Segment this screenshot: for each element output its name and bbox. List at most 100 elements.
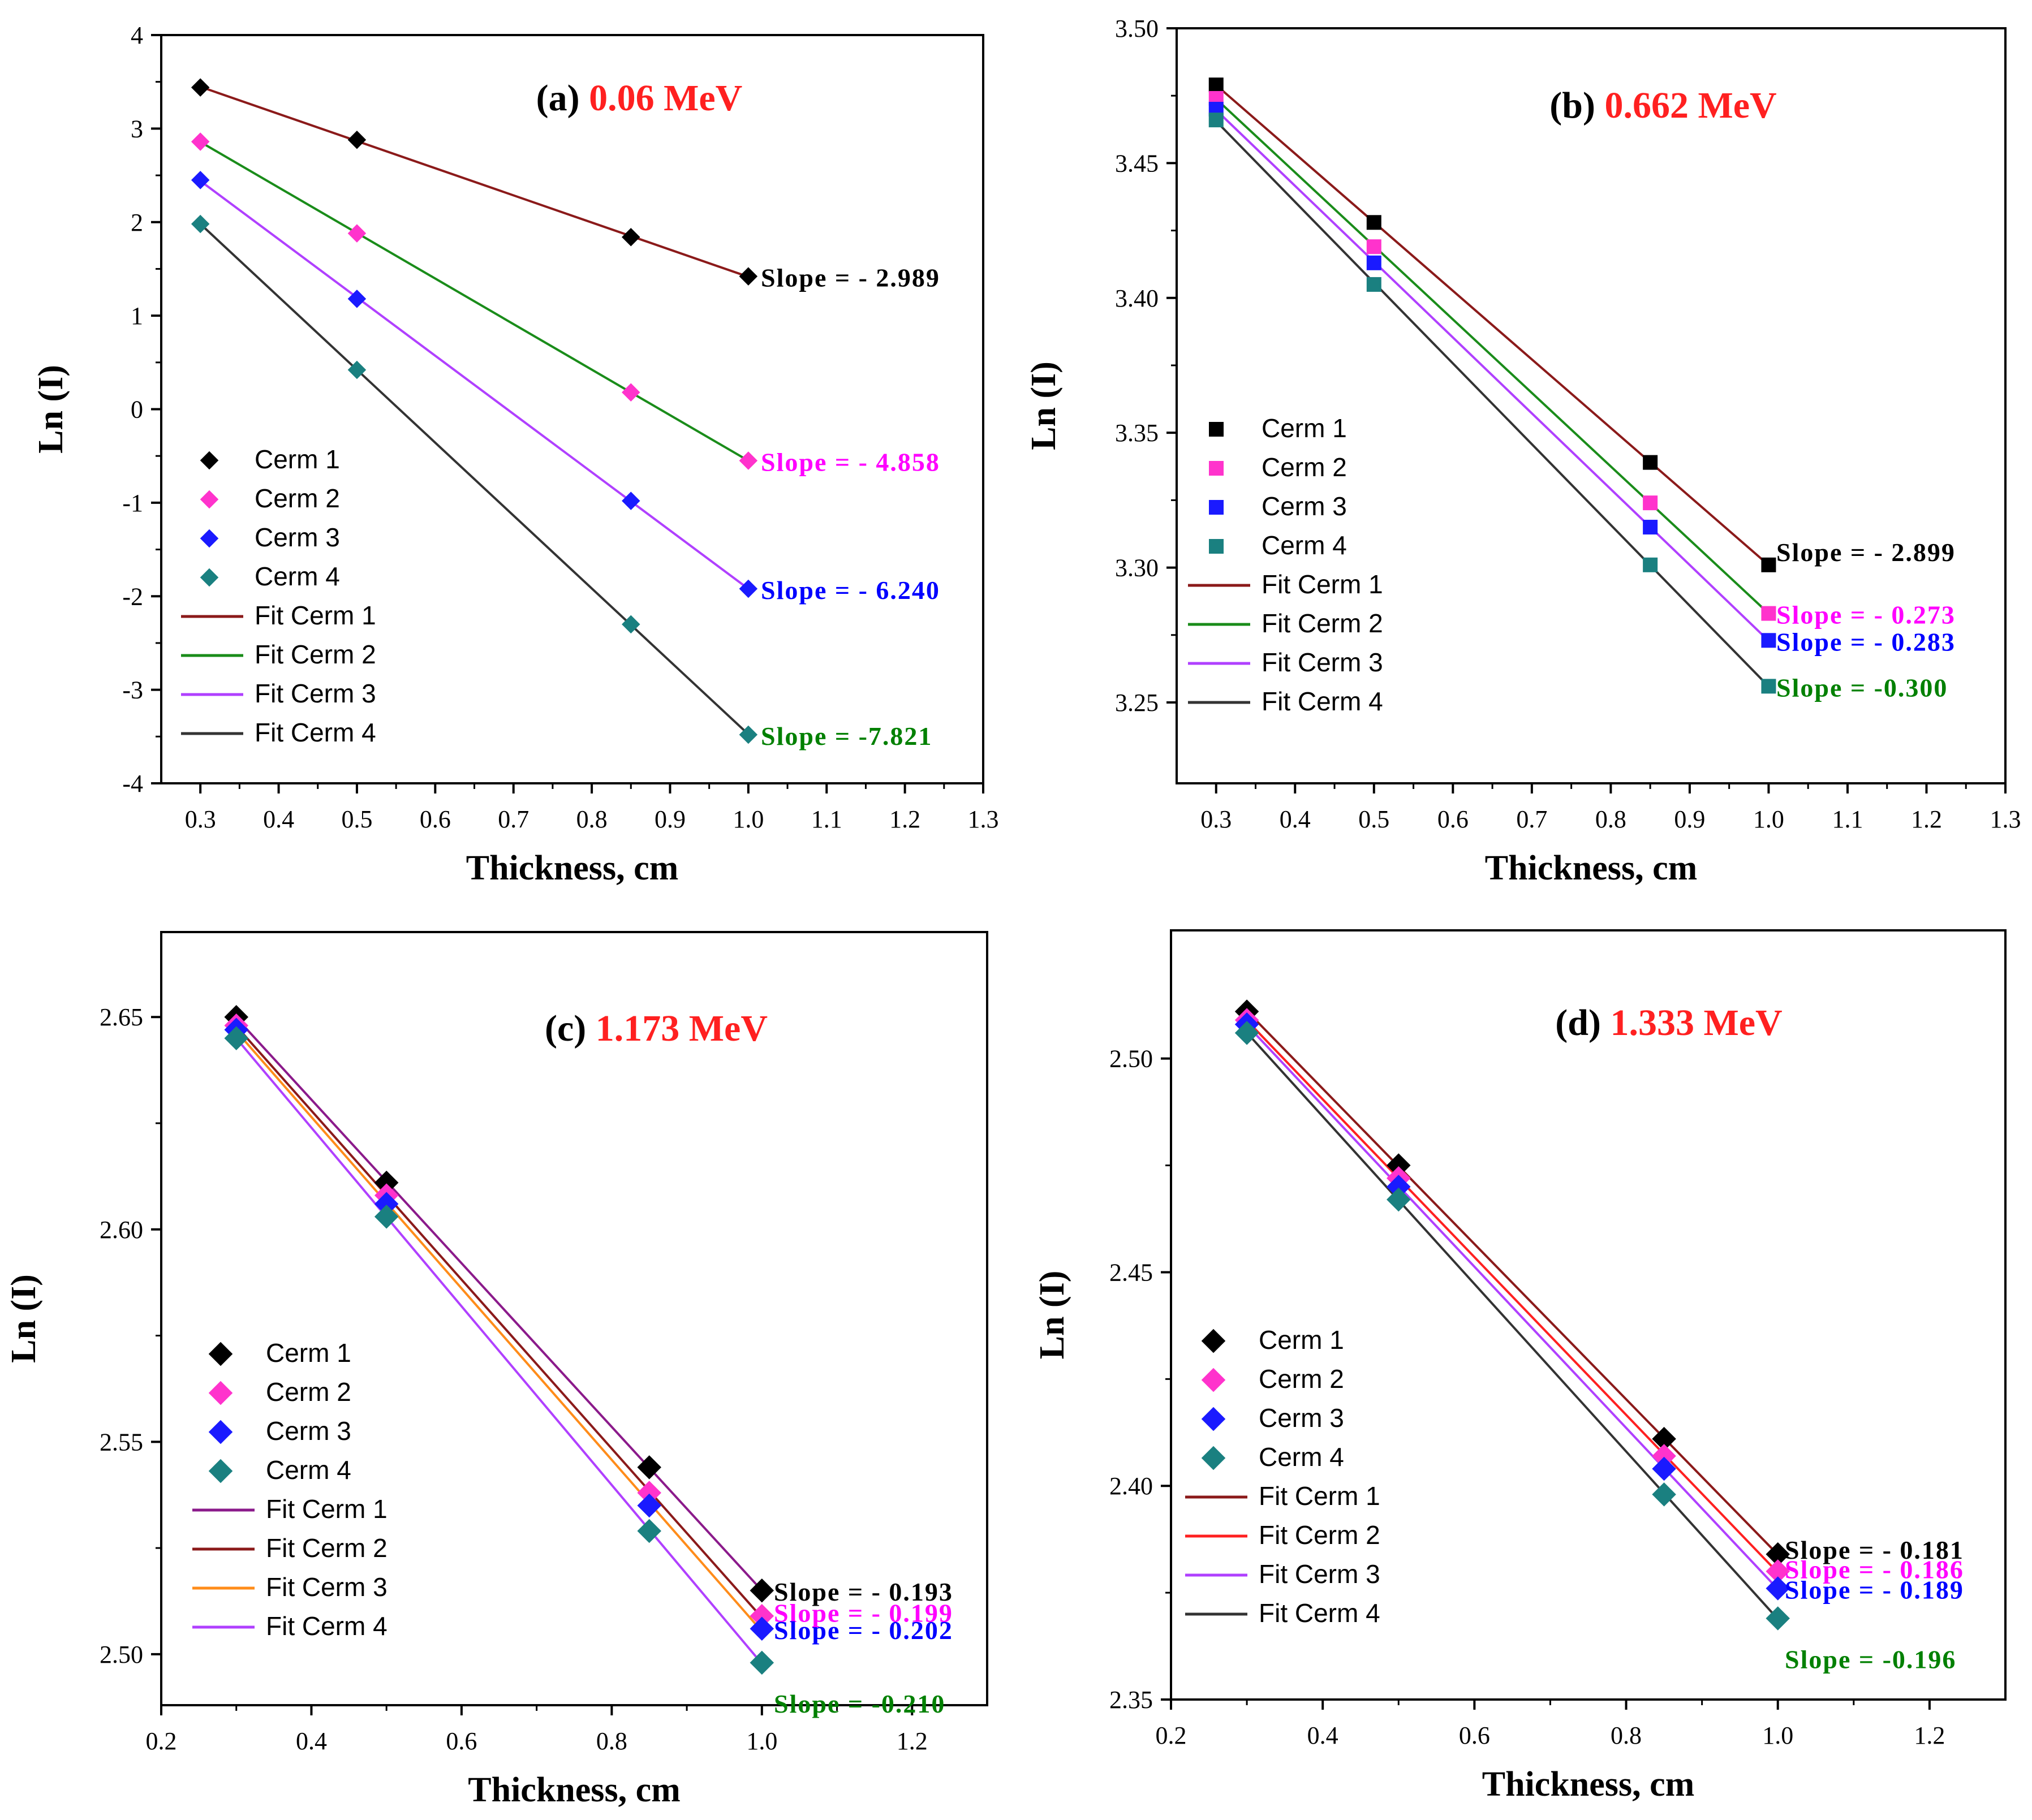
data-point-cerm-2 (1652, 1444, 1676, 1468)
x-tick-label: 0.3 (1200, 805, 1232, 833)
x-tick-label: 1.2 (897, 1727, 928, 1755)
data-point-cerm-2 (622, 383, 640, 402)
legend-label-fit-cerm-4: Fit Cerm 4 (1262, 687, 1383, 716)
fit-line-cerm-3 (235, 1030, 763, 1632)
y-axis-label: Ln (I) (1033, 1271, 1071, 1360)
panel-title: (c) 1.173 MeV (545, 1008, 768, 1049)
legend-label-fit-cerm-3: Fit Cerm 3 (1259, 1559, 1380, 1589)
x-tick-label: 0.9 (655, 805, 686, 833)
data-point-cerm-1 (1387, 1153, 1411, 1178)
x-tick-label: 1.2 (889, 805, 920, 833)
data-point-cerm-3 (622, 491, 640, 510)
legend-marker-cerm-4 (1201, 1446, 1226, 1470)
panel-title-prefix: (a) (536, 77, 589, 119)
fit-line-cerm-1 (1215, 84, 1770, 566)
slope-label-cerm-2: Slope = - 0.186 (1785, 1555, 1964, 1584)
y-axis-label: Ln (I) (5, 1274, 43, 1363)
data-point-cerm-2 (1766, 1559, 1790, 1584)
legend-label-cerm-1: Cerm 1 (255, 445, 340, 474)
x-tick-label: 1.0 (1762, 1722, 1793, 1749)
legend-label-cerm-2: Cerm 2 (1262, 452, 1347, 482)
slope-label-cerm-4: Slope = -0.196 (1785, 1645, 1956, 1674)
legend-marker-cerm-2 (200, 490, 219, 509)
legend-marker-cerm-3 (208, 1420, 233, 1444)
legend-label-cerm-4: Cerm 4 (266, 1455, 351, 1485)
data-point-cerm-4 (191, 214, 210, 234)
x-tick-label: 0.4 (263, 805, 294, 833)
data-point-cerm-2 (637, 1481, 661, 1505)
data-point-cerm-3 (1366, 255, 1381, 270)
x-tick-label: 0.4 (1307, 1722, 1338, 1749)
slope-label-cerm-2: Slope = - 0.199 (774, 1598, 953, 1627)
x-tick-label: 1.3 (968, 805, 999, 833)
legend-label-cerm-4: Cerm 4 (1262, 531, 1347, 560)
data-point-cerm-3 (191, 171, 210, 189)
fit-line-cerm-4 (199, 223, 750, 735)
y-tick-label: 2 (131, 209, 143, 236)
data-point-cerm-4 (1761, 679, 1776, 694)
data-point-cerm-4 (1387, 1187, 1411, 1212)
x-tick-label: 1.3 (1990, 805, 2021, 833)
fit-line-cerm-4 (1215, 120, 1770, 688)
y-tick-label: -1 (122, 489, 143, 517)
fit-line-cerm-4 (1246, 1032, 1779, 1620)
fit-line-cerm-2 (1215, 98, 1770, 615)
data-point-cerm-4 (1766, 1606, 1790, 1631)
data-point-cerm-1 (739, 267, 758, 286)
legend-marker-cerm-3 (200, 529, 219, 548)
panel-title-prefix: (d) (1555, 1002, 1610, 1043)
legend-marker-cerm-2 (1209, 461, 1224, 476)
fit-line-cerm-3 (1215, 109, 1770, 642)
data-point-cerm-4 (739, 725, 758, 744)
y-tick-label: 3.30 (1115, 554, 1159, 582)
data-point-cerm-1 (622, 227, 640, 247)
legend-marker-cerm-4 (200, 568, 219, 587)
legend-label-cerm-1: Cerm 1 (1262, 413, 1347, 443)
x-tick-label: 1.1 (1832, 805, 1863, 833)
fit-line-cerm-2 (1246, 1019, 1779, 1574)
data-point-cerm-3 (1766, 1576, 1790, 1601)
y-tick-label: 2.55 (100, 1428, 143, 1456)
data-point-cerm-1 (1652, 1426, 1676, 1451)
x-tick-label: 0.8 (596, 1727, 627, 1755)
data-point-cerm-3 (374, 1192, 399, 1216)
x-tick-label: 0.8 (576, 805, 608, 833)
data-point-cerm-3 (1387, 1175, 1411, 1199)
x-tick-label: 0.5 (1358, 805, 1389, 833)
slope-label-cerm-4: Slope = -0.210 (774, 1689, 945, 1718)
legend: Cerm 1 Cerm 2 Cerm 3 Cerm 4 Fit Cerm 1 Fit Ce… (181, 445, 376, 747)
legend-label-fit-cerm-1: Fit Cerm 1 (266, 1494, 388, 1524)
x-tick-label: 0.7 (498, 805, 529, 833)
data-point-cerm-1 (1366, 215, 1381, 230)
y-tick-label: 2.35 (1109, 1686, 1153, 1714)
x-tick-label: 0.8 (1611, 1722, 1642, 1749)
slope-label-cerm-4: Slope = -0.300 (1776, 673, 1948, 702)
panel-title: (a) 0.06 MeV (536, 77, 743, 119)
x-tick-label: 0.6 (446, 1727, 477, 1755)
data-point-cerm-2 (347, 224, 367, 243)
data-point-cerm-1 (191, 78, 210, 97)
legend-label-cerm-3: Cerm 3 (266, 1416, 351, 1446)
x-tick-label: 0.9 (1674, 805, 1705, 833)
data-point-cerm-4 (1643, 557, 1658, 572)
x-tick-label: 0.2 (1156, 1722, 1187, 1749)
x-tick-label: 1.0 (1753, 805, 1784, 833)
legend-label-fit-cerm-2: Fit Cerm 2 (266, 1533, 388, 1563)
x-axis-label: Thickness, cm (468, 1771, 680, 1809)
panel-title-prefix: (c) (545, 1008, 596, 1049)
slope-label-cerm-3: Slope = - 0.189 (1785, 1576, 1964, 1605)
legend-label-fit-cerm-2: Fit Cerm 2 (1262, 609, 1383, 638)
fit-line-cerm-1 (200, 85, 749, 278)
legend-marker-cerm-2 (208, 1381, 233, 1405)
panel-title-energy: 0.06 MeV (589, 77, 742, 119)
fit-line-cerm-4 (235, 1037, 763, 1664)
legend-label-fit-cerm-4: Fit Cerm 4 (1259, 1598, 1380, 1628)
x-tick-label: 0.4 (1280, 805, 1311, 833)
legend-label-cerm-1: Cerm 1 (1259, 1325, 1344, 1355)
x-axis-label: Thickness, cm (1482, 1765, 1694, 1804)
y-tick-label: 2.50 (1109, 1045, 1153, 1073)
y-tick-label: -4 (122, 770, 143, 797)
plot-frame (160, 931, 988, 1706)
